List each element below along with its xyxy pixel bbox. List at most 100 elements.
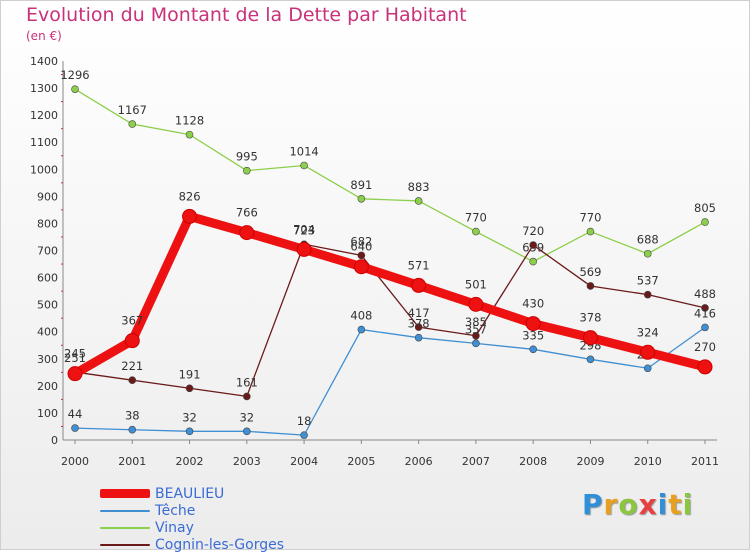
series-line-1 xyxy=(74,326,706,436)
y-tick-label: 1400 xyxy=(30,55,58,68)
series-point-3 xyxy=(472,331,480,340)
series-point-3 xyxy=(701,304,709,312)
series-point-2 xyxy=(414,197,423,205)
data-label-2: 891 xyxy=(350,178,372,192)
series-point-1 xyxy=(414,333,423,342)
x-tick-label: 2005 xyxy=(347,455,375,468)
series-point-0 xyxy=(411,277,427,293)
y-tick-label: 700 xyxy=(37,245,58,258)
series-point-0 xyxy=(296,241,312,257)
data-label-0: 501 xyxy=(465,277,487,291)
y-tick-label: 0 xyxy=(51,434,58,447)
logo-letter: r xyxy=(603,488,619,521)
series-point-1 xyxy=(71,424,79,432)
data-label-1: 416 xyxy=(694,306,716,320)
legend-swatch-beaulieu xyxy=(100,489,150,498)
data-label-3: 191 xyxy=(179,367,201,381)
series-point-0 xyxy=(640,344,656,360)
y-tick-label: 1000 xyxy=(30,163,58,176)
data-label-1: 32 xyxy=(239,410,254,424)
series-point-2 xyxy=(300,161,308,170)
data-label-3: 720 xyxy=(522,224,544,238)
data-label-3: 417 xyxy=(408,306,430,320)
series-point-1 xyxy=(472,339,480,348)
data-label-2: 770 xyxy=(465,211,487,225)
data-label-0: 704 xyxy=(293,222,315,236)
y-tick-label: 1200 xyxy=(30,109,58,122)
data-label-1: 32 xyxy=(182,410,197,424)
series-line-2 xyxy=(74,88,706,263)
data-label-0: 430 xyxy=(522,297,544,311)
y-tick-label: 900 xyxy=(37,190,58,203)
series-point-1 xyxy=(643,364,652,373)
data-label-1: 408 xyxy=(350,309,372,323)
x-tick-label: 2007 xyxy=(462,455,490,468)
x-tick-label: 2006 xyxy=(405,455,433,468)
data-label-1: 357 xyxy=(465,322,487,336)
y-tick-label: 500 xyxy=(37,299,58,312)
series-point-3 xyxy=(529,241,537,249)
data-label-2: 883 xyxy=(408,180,430,194)
chart-legend: BEAULIEU Têche Vinay Cognin-les-Gorges xyxy=(100,485,284,553)
series-point-2 xyxy=(586,227,595,236)
series-point-2 xyxy=(357,194,366,203)
chart-unit-label: (en €) xyxy=(26,29,62,43)
series-point-2 xyxy=(128,120,137,128)
data-label-3: 488 xyxy=(694,287,716,301)
data-label-2: 805 xyxy=(694,201,716,215)
series-point-0 xyxy=(468,296,484,312)
data-label-0: 766 xyxy=(236,206,258,220)
legend-item-vinay: Vinay xyxy=(100,519,284,536)
data-label-1: 378 xyxy=(408,317,430,331)
y-tick-label: 300 xyxy=(37,353,58,366)
y-tick-label: 800 xyxy=(37,217,58,230)
legend-item-cognin: Cognin-les-Gorges xyxy=(100,536,284,553)
data-label-1: 335 xyxy=(522,328,544,342)
data-label-0: 640 xyxy=(350,240,372,254)
legend-label-beaulieu: BEAULIEU xyxy=(155,485,225,502)
data-label-0: 826 xyxy=(179,189,201,203)
y-tick-label: 200 xyxy=(37,380,58,393)
logo-letter: i xyxy=(682,488,694,521)
series-line-3 xyxy=(74,243,706,398)
data-label-2: 688 xyxy=(637,233,659,247)
series-point-1 xyxy=(357,325,366,334)
x-tick-label: 2010 xyxy=(634,455,662,468)
data-label-1: 44 xyxy=(68,407,83,421)
series-point-0 xyxy=(124,333,140,349)
series-point-1 xyxy=(243,427,251,436)
y-tick-label: 100 xyxy=(37,407,58,420)
series-point-3 xyxy=(414,323,423,331)
logo-letter: i xyxy=(657,488,669,521)
series-point-1 xyxy=(128,425,137,434)
y-tick-label: 600 xyxy=(37,272,58,285)
data-label-3: 682 xyxy=(350,234,372,248)
data-label-3: 251 xyxy=(64,351,86,365)
y-tick-label: 400 xyxy=(37,326,58,339)
legend-item-beaulieu: BEAULIEU xyxy=(100,485,284,502)
legend-swatch-vinay xyxy=(100,526,150,529)
series-point-2 xyxy=(243,166,251,175)
x-tick-label: 2000 xyxy=(61,455,89,468)
data-label-2: 1128 xyxy=(175,114,204,128)
series-line-0 xyxy=(72,211,707,378)
data-label-2: 770 xyxy=(579,211,601,225)
logo-letter: P xyxy=(582,488,604,521)
x-tick-label: 2008 xyxy=(519,455,547,468)
series-point-0 xyxy=(67,366,83,382)
series-point-0 xyxy=(697,359,713,375)
series-point-1 xyxy=(300,431,308,439)
series-point-3 xyxy=(185,384,194,393)
y-tick-label: 1100 xyxy=(30,136,58,149)
data-label-0: 571 xyxy=(408,258,430,272)
data-label-3: 537 xyxy=(637,274,659,288)
legend-swatch-teche xyxy=(100,509,150,512)
series-point-2 xyxy=(472,227,480,236)
data-label-2: 1296 xyxy=(60,68,89,82)
legend-item-teche: Têche xyxy=(100,502,284,519)
series-point-1 xyxy=(701,323,709,332)
legend-swatch-cognin xyxy=(100,543,150,546)
logo-letter: t xyxy=(668,488,683,521)
series-point-0 xyxy=(582,330,598,346)
